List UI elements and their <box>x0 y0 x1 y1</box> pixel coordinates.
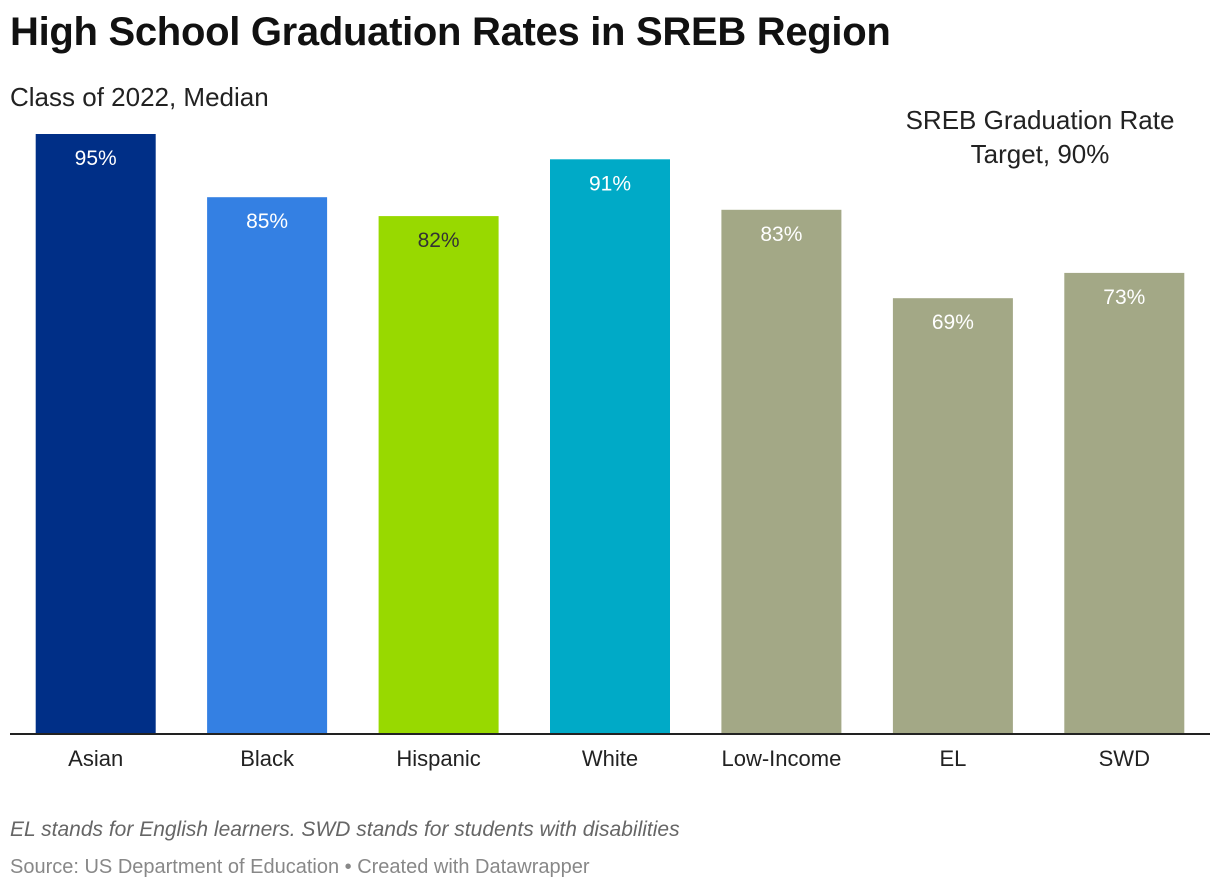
value-label: 91% <box>589 172 631 195</box>
target-annotation-line2: Target, 90% <box>970 139 1110 169</box>
bar-el[interactable] <box>892 298 1013 734</box>
target-annotation-line1: SREB Graduation Rate <box>905 105 1175 135</box>
bar-asian[interactable] <box>35 134 156 734</box>
chart-subtitle: Class of 2022, Median <box>10 82 269 112</box>
bars-group <box>35 134 1185 735</box>
target-annotation: SREB Graduation Rate Target, 90% <box>880 103 1200 171</box>
value-label: 69% <box>932 311 974 334</box>
bar-low-income[interactable] <box>721 209 842 735</box>
category-label: White <box>582 746 638 771</box>
bar-black[interactable] <box>207 197 328 734</box>
category-label: EL <box>939 746 966 771</box>
category-labels-group: Asian Black Hispanic White Low-Income EL SWD <box>68 746 1150 771</box>
value-label: 85% <box>246 210 288 233</box>
category-label: SWD <box>1099 746 1150 771</box>
category-label: Low-Income <box>721 746 841 771</box>
source-separator: • <box>339 856 358 878</box>
category-label: Asian <box>68 746 123 771</box>
created-with-link[interactable]: Created with Datawrapper <box>357 856 590 878</box>
bar-swd[interactable] <box>1064 272 1185 734</box>
value-label: 82% <box>418 229 460 252</box>
category-label: Black <box>240 746 295 771</box>
footnote: EL stands for English learners. SWD stan… <box>10 818 680 841</box>
value-label: 83% <box>760 223 802 246</box>
source-text: Source: US Department of Education <box>10 856 340 878</box>
bar-white[interactable] <box>550 159 670 735</box>
bar-chart: 95% 85% 82% 91% 83% 69% 73% Asian Black Hispanic… <box>10 134 1210 771</box>
value-label: 95% <box>75 147 117 170</box>
category-label: Hispanic <box>396 746 480 771</box>
bar-hispanic[interactable] <box>378 216 499 735</box>
value-label: 73% <box>1103 286 1145 309</box>
source-line: Source: US Department of Education • Cre… <box>10 856 590 879</box>
chart-title: High School Graduation Rates in SREB Reg… <box>10 10 891 54</box>
value-labels-group: 95% 85% 82% 91% 83% 69% 73% <box>75 147 1146 334</box>
